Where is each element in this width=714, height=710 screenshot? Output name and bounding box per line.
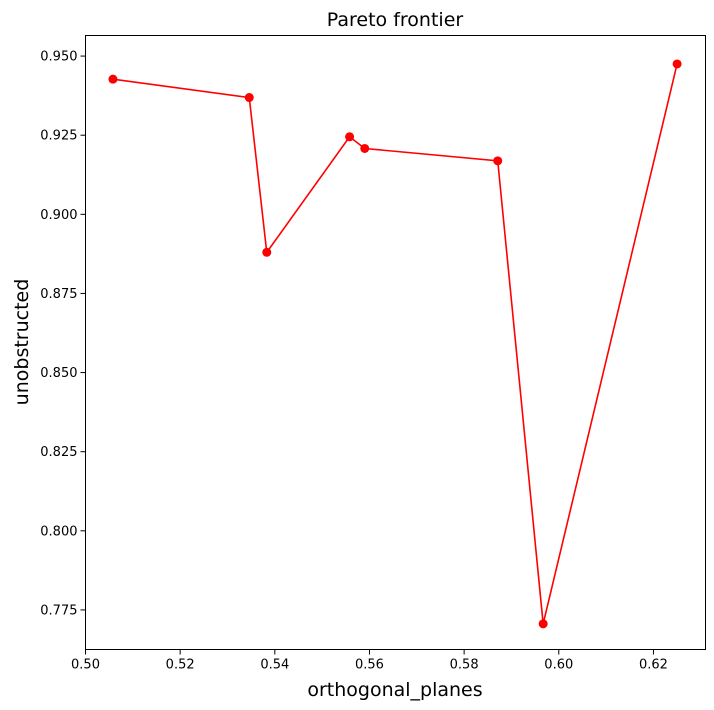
axes-frame <box>85 35 706 650</box>
data-point <box>538 619 548 629</box>
y-tick-label: 0.800 <box>40 524 77 539</box>
y-tick-label: 0.950 <box>40 50 77 65</box>
y-tick-label: 0.875 <box>40 287 77 302</box>
x-tick-label: 0.56 <box>355 658 384 673</box>
data-point <box>360 143 370 153</box>
y-tick-label: 0.925 <box>40 129 77 144</box>
x-tick-label: 0.54 <box>260 658 289 673</box>
y-tick-label: 0.900 <box>40 208 77 223</box>
y-tick-label: 0.850 <box>40 366 77 381</box>
data-point <box>345 132 355 142</box>
data-point <box>493 156 503 166</box>
x-tick-label: 0.52 <box>166 658 195 673</box>
plot-area <box>108 59 682 629</box>
chart-title: Pareto frontier <box>327 9 464 31</box>
x-tick-label: 0.50 <box>71 658 100 673</box>
x-axis-label: orthogonal_planes <box>307 679 482 701</box>
data-point <box>108 74 118 84</box>
y-axis-label: unobstructed <box>11 279 33 406</box>
x-axis: 0.50 0.52 0.54 0.56 0.58 0.60 0.62 <box>71 649 668 673</box>
series-line <box>112 63 678 625</box>
x-tick-label: 0.60 <box>544 658 573 673</box>
data-point <box>672 59 682 69</box>
data-point <box>244 93 254 103</box>
x-tick-label: 0.58 <box>450 658 479 673</box>
x-tick-label: 0.62 <box>639 658 668 673</box>
y-tick-label: 0.825 <box>40 445 77 460</box>
data-point <box>262 247 272 257</box>
y-tick-label: 0.775 <box>40 603 77 618</box>
y-axis: 0.775 0.800 0.825 0.850 0.875 0.900 0.925 0.950 <box>40 50 86 618</box>
